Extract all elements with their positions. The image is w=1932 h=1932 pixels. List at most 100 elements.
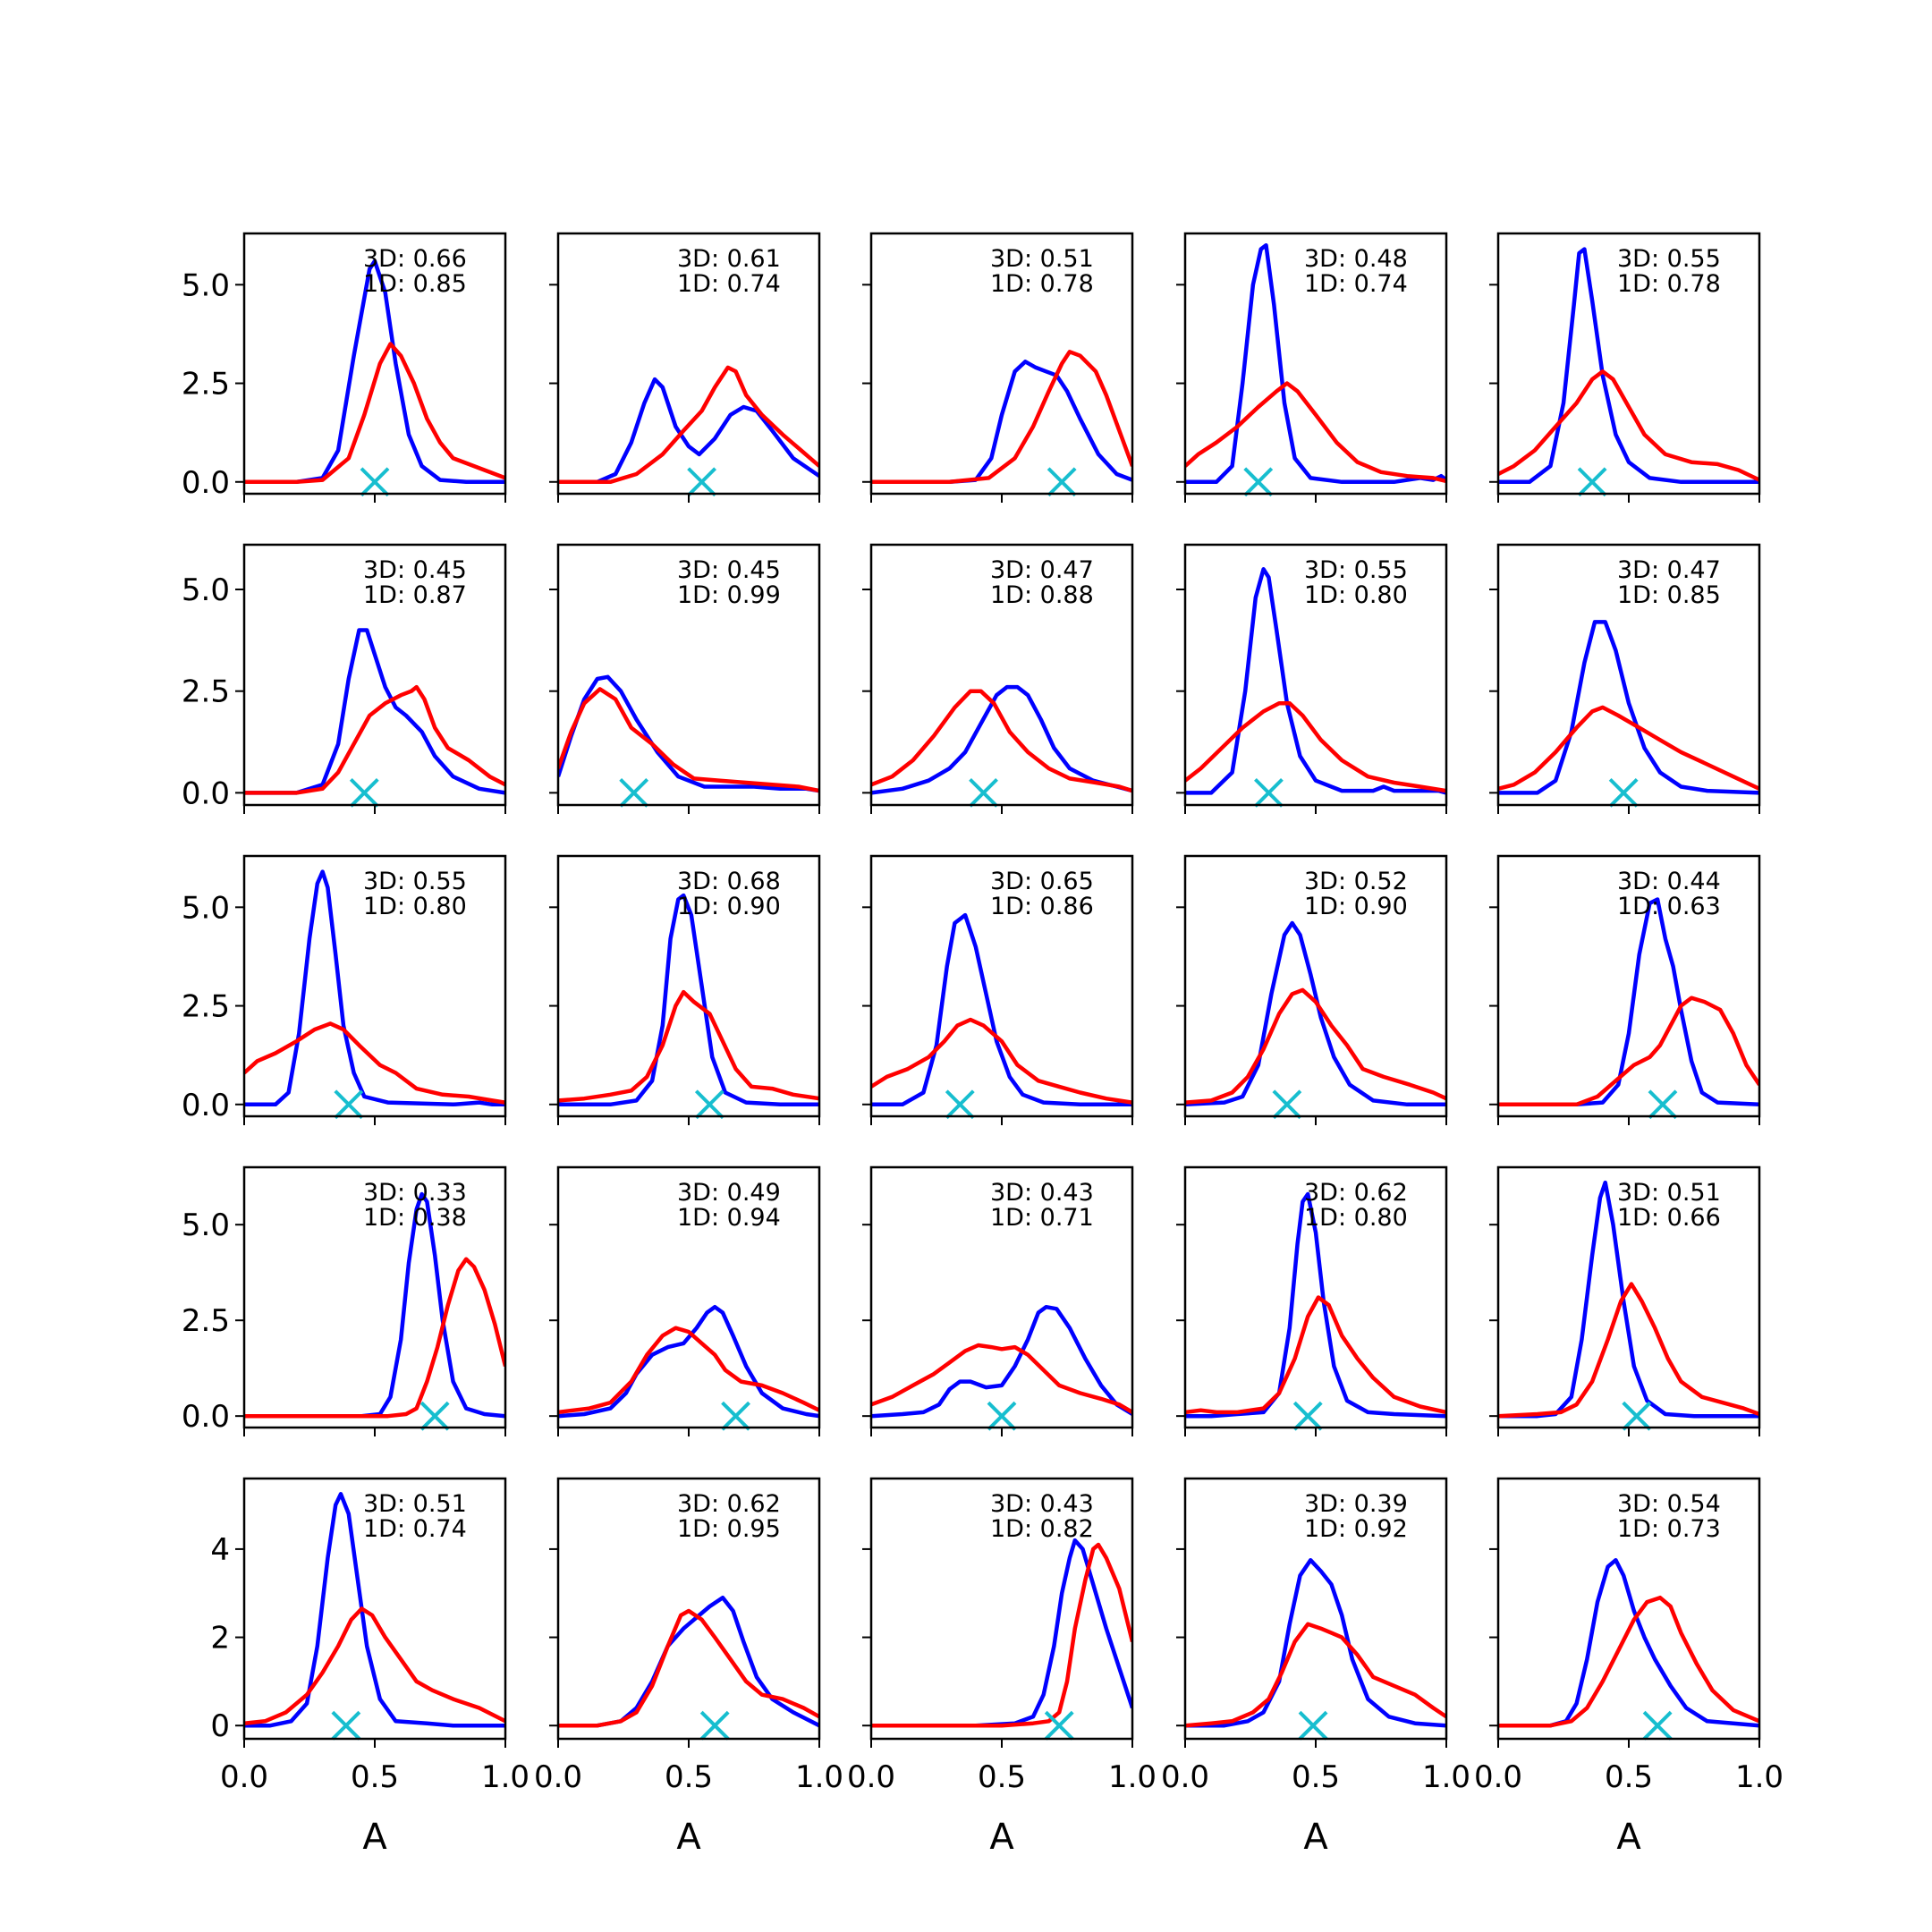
blue-density-curve — [244, 1492, 505, 1728]
red-density-curve — [1498, 1282, 1759, 1419]
score-3d-label: 3D: 0.47 — [1617, 556, 1721, 584]
score-1d-label: 1D: 0.90 — [677, 893, 781, 920]
x-tick-label: 1.0 — [1422, 1759, 1470, 1795]
y-tick-label: 5.0 — [182, 267, 230, 303]
score-1d-label: 1D: 0.99 — [677, 581, 781, 609]
true-value-marker — [1046, 467, 1077, 497]
red-density-curve — [1498, 369, 1759, 482]
score-3d-label: 3D: 0.33 — [363, 1179, 467, 1207]
red-density-curve — [871, 1542, 1132, 1728]
score-3d-label: 3D: 0.43 — [990, 1179, 1094, 1207]
score-1d-label: 1D: 0.80 — [1304, 581, 1408, 609]
x-tick-label: 0.0 — [847, 1759, 895, 1795]
x-tick-label: 1.0 — [1108, 1759, 1157, 1795]
true-value-marker — [969, 777, 998, 808]
true-value-marker — [619, 777, 649, 808]
true-value-marker — [1622, 1401, 1652, 1431]
score-1d-label: 1D: 0.74 — [1304, 270, 1408, 298]
y-tick-label: 2.5 — [182, 989, 230, 1025]
blue-density-curve — [558, 674, 819, 793]
blue-density-curve — [1498, 897, 1759, 1107]
blue-density-curve — [244, 1191, 505, 1419]
true-value-marker — [694, 1089, 724, 1120]
blue-density-curve — [1498, 1557, 1759, 1728]
blue-density-curve — [871, 684, 1132, 795]
x-axis-label: A — [676, 1817, 701, 1858]
red-density-curve — [1498, 705, 1759, 791]
y-tick-label: 5.0 — [182, 890, 230, 926]
score-1d-label: 1D: 0.78 — [990, 270, 1094, 298]
true-value-marker — [699, 1710, 730, 1741]
red-density-curve — [1498, 996, 1759, 1107]
score-3d-label: 3D: 0.66 — [363, 245, 467, 273]
score-3d-label: 3D: 0.45 — [677, 556, 781, 584]
blue-density-curve — [871, 360, 1132, 485]
score-1d-label: 1D: 0.66 — [1617, 1204, 1721, 1232]
blue-density-curve — [871, 1538, 1132, 1728]
score-3d-label: 3D: 0.47 — [990, 556, 1094, 584]
y-tick-label: 4 — [210, 1532, 230, 1568]
blue-density-curve — [558, 1304, 819, 1419]
true-value-marker — [987, 1401, 1017, 1431]
x-axis-label: A — [362, 1817, 387, 1858]
true-value-marker — [721, 1401, 750, 1431]
blue-density-curve — [244, 258, 505, 485]
red-density-curve — [244, 342, 505, 485]
blue-density-curve — [558, 893, 819, 1107]
score-1d-label: 1D: 0.80 — [363, 893, 467, 920]
true-value-marker — [1648, 1089, 1678, 1120]
score-1d-label: 1D: 0.87 — [363, 581, 467, 609]
red-density-curve — [558, 1608, 819, 1728]
score-3d-label: 3D: 0.45 — [363, 556, 467, 584]
score-1d-label: 1D: 0.86 — [990, 893, 1094, 920]
score-3d-label: 3D: 0.52 — [1304, 868, 1408, 895]
true-value-marker — [687, 467, 717, 497]
x-axis-label: A — [1303, 1817, 1328, 1858]
true-value-marker — [1243, 467, 1274, 497]
y-tick-label: 2.5 — [182, 367, 230, 402]
red-density-curve — [1185, 987, 1446, 1105]
red-density-curve — [1185, 701, 1446, 793]
score-3d-label: 3D: 0.55 — [363, 868, 467, 895]
score-3d-label: 3D: 0.68 — [677, 868, 781, 895]
blue-density-curve — [1498, 620, 1759, 795]
x-tick-label: 1.0 — [481, 1759, 530, 1795]
score-3d-label: 3D: 0.51 — [1617, 1179, 1721, 1207]
blue-density-curve — [1185, 920, 1446, 1107]
x-axis-label: A — [1616, 1817, 1641, 1858]
score-3d-label: 3D: 0.61 — [677, 245, 781, 273]
y-tick-label: 2.5 — [182, 674, 230, 710]
red-density-curve — [558, 365, 819, 485]
red-density-curve — [1498, 1595, 1759, 1728]
red-density-curve — [871, 689, 1132, 793]
score-3d-label: 3D: 0.39 — [1304, 1490, 1408, 1518]
score-1d-label: 1D: 0.63 — [1617, 893, 1721, 920]
blue-density-curve — [1185, 567, 1446, 795]
score-3d-label: 3D: 0.49 — [677, 1179, 781, 1207]
blue-density-curve — [1498, 1180, 1759, 1419]
score-1d-label: 1D: 0.71 — [990, 1204, 1094, 1232]
score-1d-label: 1D: 0.74 — [677, 270, 781, 298]
score-1d-label: 1D: 0.80 — [1304, 1204, 1408, 1232]
score-3d-label: 3D: 0.51 — [990, 245, 1094, 273]
true-value-marker — [331, 1710, 361, 1741]
score-3d-label: 3D: 0.48 — [1304, 245, 1408, 273]
blue-density-curve — [871, 1304, 1132, 1419]
true-value-marker — [1298, 1710, 1328, 1741]
x-tick-label: 0.5 — [665, 1759, 713, 1795]
